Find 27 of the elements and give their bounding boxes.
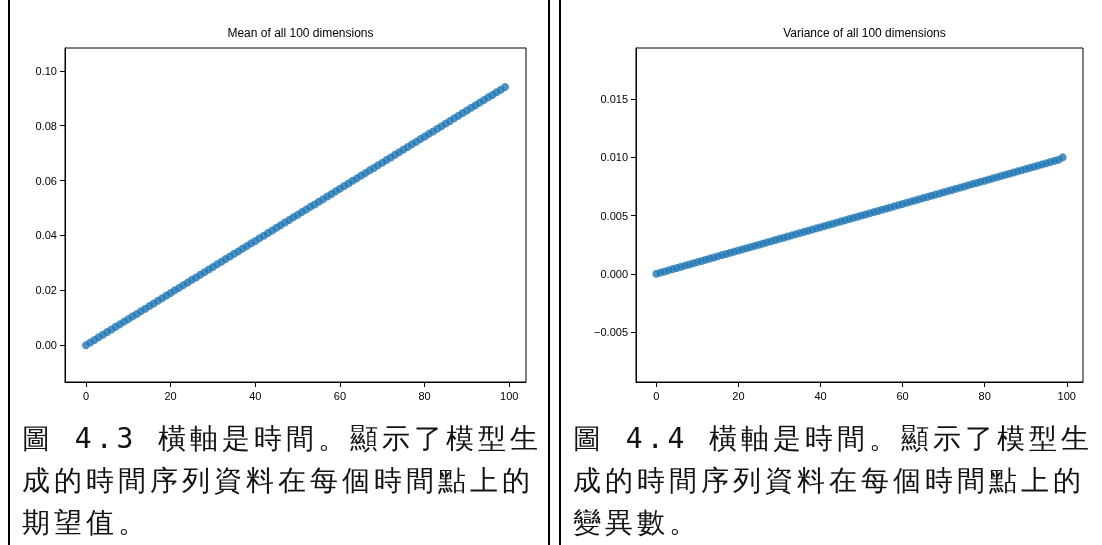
x-tick-label: 0 bbox=[82, 389, 90, 402]
caption: 圖 4.3 橫軸是時間。顯示了模型生成的時間序列資料在每個時間點上的期望值。 bbox=[22, 421, 544, 541]
caption: 圖 4.4 橫軸是時間。顯示了模型生成的時間序列資料在每個時間點上的變異數。 bbox=[573, 421, 1095, 541]
y-tick-label: −0.005 bbox=[594, 325, 628, 338]
x-tick-label: 80 bbox=[418, 389, 431, 402]
y-tick-label: 0.005 bbox=[600, 209, 628, 222]
chart-title: Mean of all 100 dimensions bbox=[227, 26, 374, 40]
x-tick-label: 60 bbox=[896, 389, 909, 402]
x-tick-label: 20 bbox=[732, 389, 745, 402]
x-tick-label: 40 bbox=[814, 389, 827, 402]
x-tick-label: 100 bbox=[500, 389, 519, 402]
y-tick-label: 0.00 bbox=[35, 339, 57, 352]
y-tick-label: 0.015 bbox=[600, 93, 628, 106]
x-tick-label: 60 bbox=[333, 389, 347, 402]
x-tick-label: 40 bbox=[249, 389, 262, 402]
y-tick-label: 0.04 bbox=[35, 229, 57, 242]
x-tick-label: 0 bbox=[653, 389, 660, 402]
y-tick-label: 0.10 bbox=[35, 64, 57, 77]
y-tick-label: 0.06 bbox=[35, 174, 57, 187]
y-tick-label: 0.08 bbox=[35, 119, 57, 132]
x-tick-label: 20 bbox=[164, 389, 177, 402]
chart-title: Variance of all 100 dimensions bbox=[783, 26, 946, 40]
y-tick-label: 0.000 bbox=[600, 267, 628, 280]
y-tick-label: 0.010 bbox=[600, 151, 628, 164]
x-tick-label: 100 bbox=[1057, 389, 1076, 402]
y-tick-label: 0.02 bbox=[35, 284, 57, 297]
x-tick-label: 80 bbox=[978, 389, 991, 402]
